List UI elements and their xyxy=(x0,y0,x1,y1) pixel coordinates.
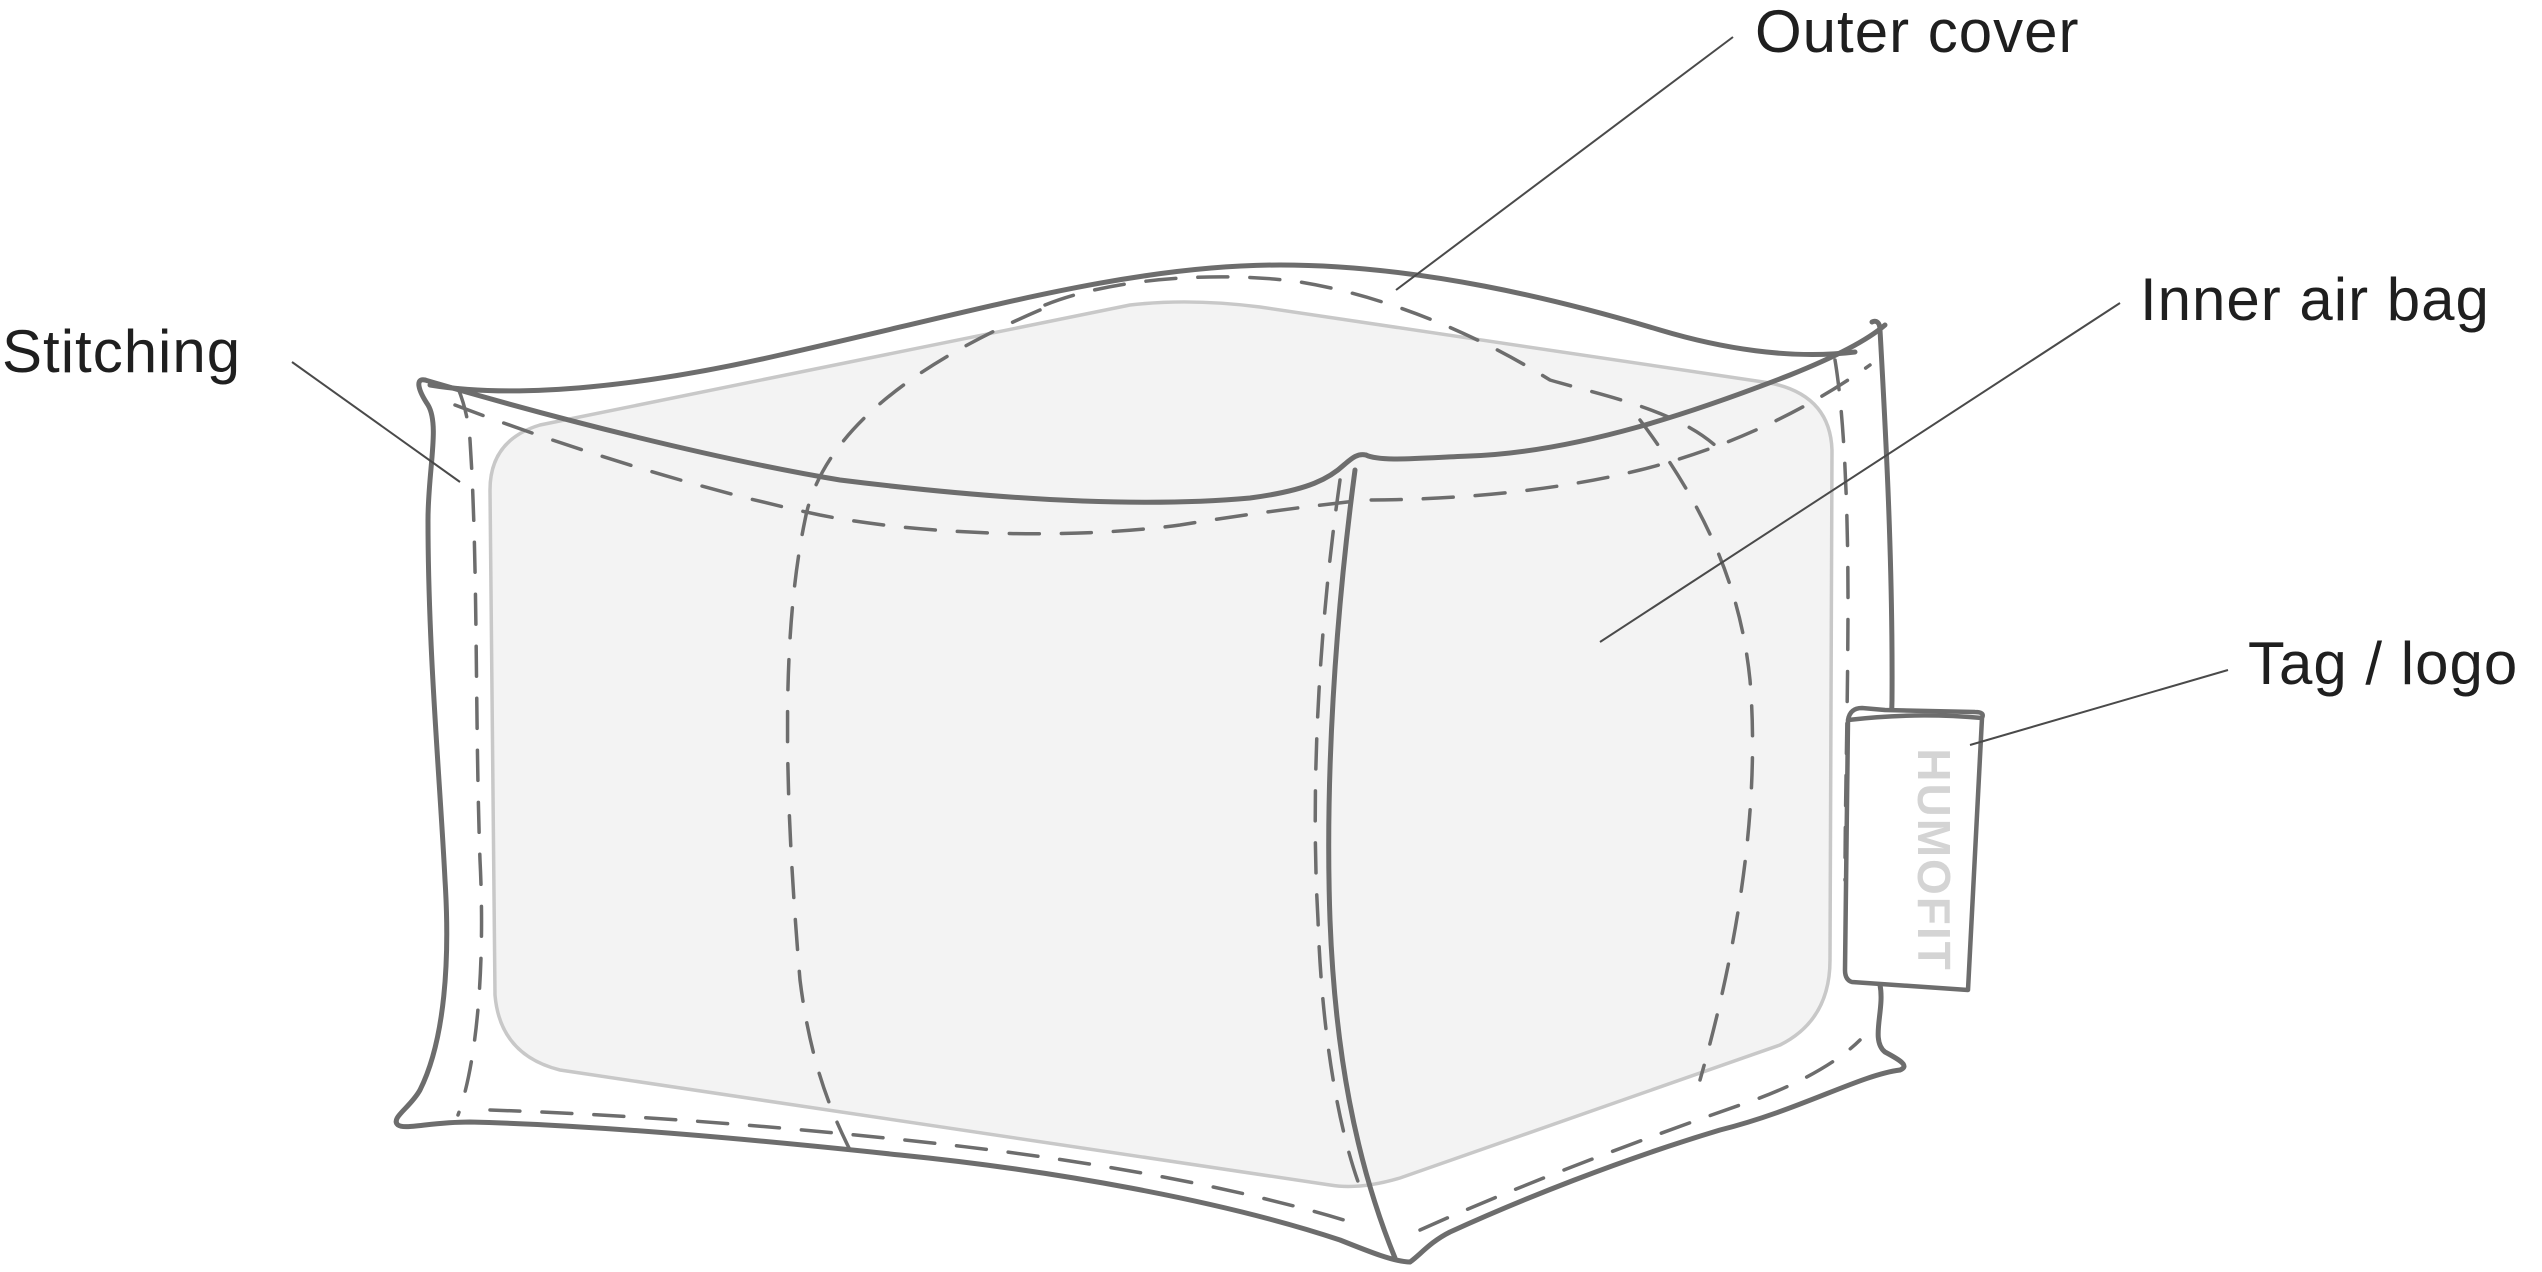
outer-cover-right-side xyxy=(1407,318,1907,1265)
tag-logo-text: HUMOFIT xyxy=(1908,748,1960,972)
stitching-dome-arc xyxy=(785,308,1042,1152)
stitching-bottom-right xyxy=(1418,1038,1862,1232)
label-stitching: Stitching xyxy=(2,318,241,385)
outer-cover-left-side xyxy=(393,377,1413,1265)
leader-outer-cover xyxy=(1395,36,1734,291)
outer-cover-top-front-left-edge xyxy=(422,377,1369,505)
stitching-left-corner xyxy=(456,386,484,1117)
tag-logo-shape xyxy=(1842,705,1985,993)
outer-cover-top-front-right-edge xyxy=(1363,322,1888,462)
label-inner-air-bag: Inner air bag xyxy=(2140,266,2490,333)
outer-cover-top-back-edge xyxy=(427,262,1858,394)
leader-stitching xyxy=(291,361,461,483)
stitching-top-front xyxy=(453,363,1872,536)
leader-inner-air-bag xyxy=(1599,302,2121,643)
stitching-front-crease xyxy=(1313,478,1367,1202)
stitching-top-back xyxy=(1043,275,1722,452)
inner-air-bag-shape xyxy=(488,300,1834,1189)
outer-cover-front-crease xyxy=(1326,467,1398,1261)
stitching-bottom xyxy=(488,1108,1362,1227)
label-tag-logo: Tag / logo xyxy=(2248,630,2518,697)
label-outer-cover: Outer cover xyxy=(1755,0,2079,65)
tag-logo-fold xyxy=(1847,713,1983,723)
leader-tag-logo xyxy=(1969,669,2229,746)
